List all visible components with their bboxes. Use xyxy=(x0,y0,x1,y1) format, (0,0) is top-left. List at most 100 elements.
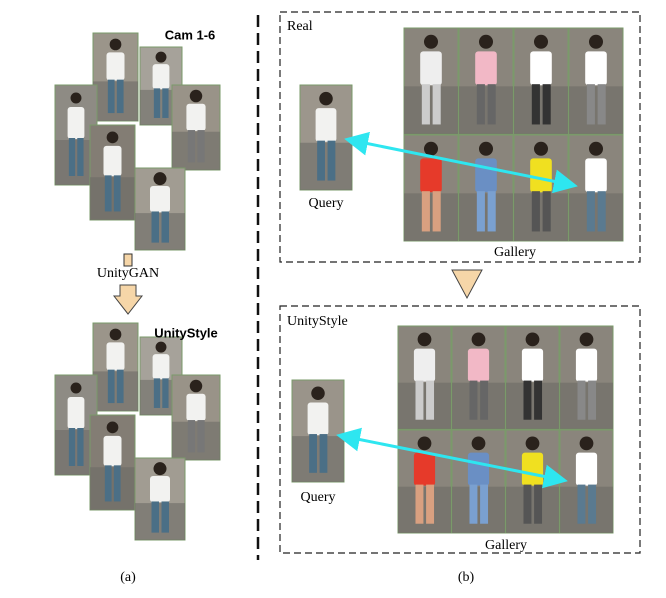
head xyxy=(417,332,432,347)
ground xyxy=(560,486,613,533)
ground xyxy=(506,382,559,429)
leg xyxy=(317,140,325,181)
torso xyxy=(152,64,170,90)
torso xyxy=(315,108,337,142)
torso xyxy=(67,397,85,429)
head xyxy=(106,421,119,434)
leg xyxy=(68,138,76,176)
cam-label: Cam 1-6 xyxy=(165,27,216,42)
leg xyxy=(432,84,441,125)
torso xyxy=(420,158,442,193)
head xyxy=(109,38,122,51)
leg xyxy=(426,484,435,524)
person-photo xyxy=(458,27,514,135)
head xyxy=(471,436,486,451)
leg xyxy=(469,484,478,524)
ground xyxy=(514,86,568,134)
head xyxy=(423,141,439,156)
torso xyxy=(106,342,125,371)
ground xyxy=(404,193,458,241)
person-photo xyxy=(403,134,459,242)
leg xyxy=(151,211,159,243)
head xyxy=(579,436,594,451)
ground xyxy=(90,177,135,220)
head xyxy=(423,34,439,49)
person-photo xyxy=(513,134,569,242)
torso xyxy=(150,186,170,213)
real-title: Real xyxy=(287,19,313,34)
head xyxy=(579,332,594,347)
leg xyxy=(487,191,496,232)
leg xyxy=(476,84,485,125)
head xyxy=(319,91,333,106)
query-label: Query xyxy=(301,490,336,505)
head xyxy=(70,382,82,394)
photos xyxy=(54,27,624,541)
torso xyxy=(530,158,552,193)
leg xyxy=(432,191,441,232)
leg xyxy=(421,191,430,232)
person-photo xyxy=(92,322,139,412)
ground xyxy=(90,467,135,510)
style-box xyxy=(279,305,641,554)
leg xyxy=(534,484,543,524)
ground xyxy=(398,382,451,429)
query-label: Query xyxy=(309,196,344,211)
torso xyxy=(307,402,329,436)
ground xyxy=(93,81,138,121)
torso xyxy=(575,348,598,382)
ground xyxy=(93,371,138,411)
person-photo xyxy=(134,167,186,251)
torso xyxy=(420,51,442,86)
gallery-label: Gallery xyxy=(494,245,536,260)
ground xyxy=(292,436,344,482)
leg xyxy=(153,88,161,118)
torso xyxy=(521,348,544,382)
person-photo xyxy=(513,27,569,135)
person-photo xyxy=(568,134,624,242)
person-photo xyxy=(559,325,614,430)
torso xyxy=(103,435,122,467)
leg xyxy=(107,79,115,114)
person-photo xyxy=(505,325,560,430)
leg xyxy=(113,175,121,212)
match-arrows xyxy=(336,131,578,489)
torso xyxy=(475,51,497,86)
person-photo xyxy=(403,27,459,135)
person-photo xyxy=(171,84,221,171)
torso xyxy=(103,145,122,177)
ground xyxy=(452,382,505,429)
ground xyxy=(569,193,623,241)
ground xyxy=(459,193,513,241)
leg xyxy=(327,140,336,181)
caption-a: (a) xyxy=(120,570,136,585)
head xyxy=(525,332,540,347)
torso xyxy=(475,158,497,193)
leg xyxy=(588,380,597,420)
ground xyxy=(398,486,451,533)
leg xyxy=(586,84,595,125)
head xyxy=(478,141,494,156)
leg xyxy=(597,191,606,232)
ground xyxy=(404,86,458,134)
head xyxy=(153,462,167,476)
person-photo xyxy=(568,27,624,135)
torso xyxy=(186,103,206,131)
ground xyxy=(135,503,185,540)
gallery-label: Gallery xyxy=(485,538,527,553)
leg xyxy=(523,380,532,420)
down-arrow xyxy=(112,284,144,315)
leg xyxy=(421,84,430,125)
caption-b: (b) xyxy=(458,570,475,585)
ground xyxy=(459,86,513,134)
person-photo xyxy=(505,429,560,534)
torso xyxy=(106,52,125,81)
leg xyxy=(161,501,169,533)
leg xyxy=(588,484,597,524)
ground xyxy=(172,421,220,460)
head xyxy=(525,436,540,451)
leg xyxy=(153,378,161,408)
ground xyxy=(506,486,559,533)
head xyxy=(70,92,82,104)
torso xyxy=(467,348,490,382)
